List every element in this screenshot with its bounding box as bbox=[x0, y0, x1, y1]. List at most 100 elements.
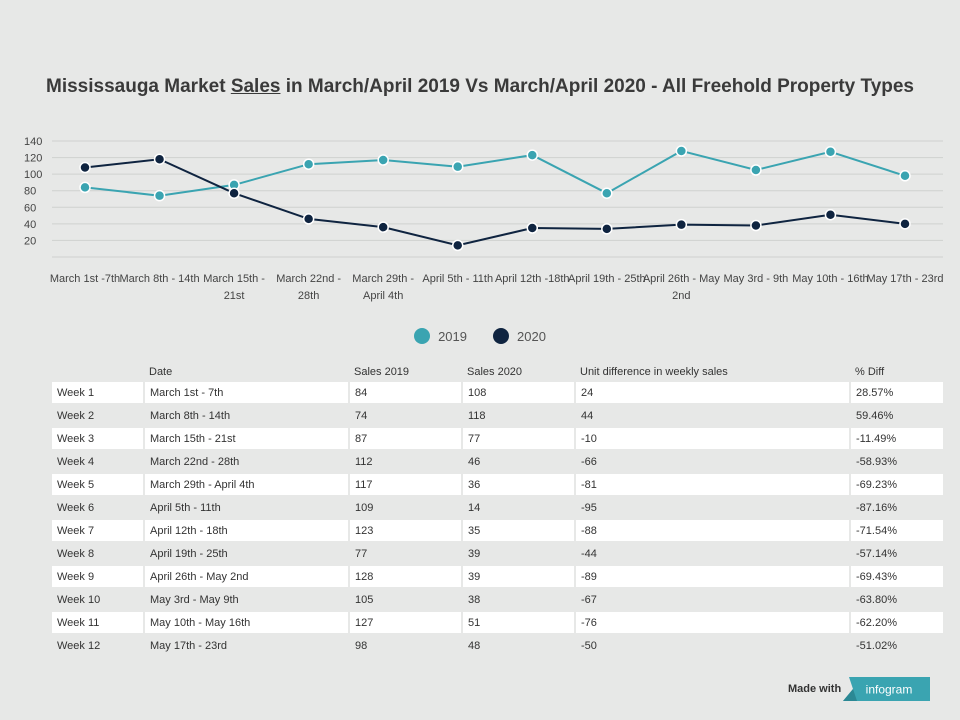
table-cell: -95 bbox=[575, 496, 851, 519]
data-point-2019[interactable] bbox=[526, 149, 539, 161]
x-tick-label: May 3rd - 9th bbox=[724, 273, 789, 285]
table-header-row: Date Sales 2019 Sales 2020 Unit difference … bbox=[52, 361, 943, 382]
table-row: Week 2 March 8th - 14th 74 118 44 59.46% bbox=[52, 404, 943, 427]
column-header: Date bbox=[149, 365, 173, 378]
data-point-2019[interactable] bbox=[601, 187, 613, 199]
table-cell: 14 bbox=[462, 496, 576, 519]
table-cell: -71.54% bbox=[850, 519, 943, 542]
data-point-2020[interactable] bbox=[451, 239, 464, 252]
title-text-start: Mississauga Market bbox=[46, 76, 231, 97]
infogram-logo-text: infogram bbox=[866, 683, 913, 697]
table-cell: 128 bbox=[349, 565, 463, 588]
table-cell: Week 3 bbox=[52, 427, 145, 450]
table-cell: 39 bbox=[462, 542, 576, 565]
data-point-2019[interactable] bbox=[79, 181, 91, 194]
table-cell: -44 bbox=[575, 542, 851, 565]
table-cell: 77 bbox=[349, 542, 463, 565]
legend-item-2020[interactable]: 2020 bbox=[493, 328, 546, 344]
data-point-2019[interactable] bbox=[451, 160, 464, 173]
data-point-2019[interactable] bbox=[153, 189, 166, 202]
legend-swatch-2019 bbox=[414, 328, 431, 344]
table-row: Week 10 May 3rd - May 9th 105 38 -67 -63.80% bbox=[52, 588, 943, 611]
y-tick-label: 20 bbox=[24, 235, 36, 247]
table-body: Week 1 March 1st - 7th 84 108 24 28.57% Week 2… bbox=[52, 382, 943, 657]
table-cell: Week 5 bbox=[52, 473, 145, 496]
table-cell: April 19th - 25th bbox=[144, 542, 350, 565]
table-cell: March 8th - 14th bbox=[144, 404, 350, 427]
column-header bbox=[52, 361, 144, 382]
table-cell: -51.02% bbox=[850, 634, 943, 657]
x-tick-label: March 8th - 14th bbox=[119, 273, 199, 285]
data-point-2020[interactable] bbox=[377, 221, 389, 233]
data-point-2020[interactable] bbox=[526, 222, 539, 234]
line-chart: 20 40 60 80 100 120 140 March 1st -7th March 8th… bbox=[24, 136, 944, 302]
data-point-2020[interactable] bbox=[153, 153, 166, 165]
x-tick-label: May 17th - 23rd bbox=[866, 273, 943, 285]
data-point-2020[interactable] bbox=[824, 208, 837, 221]
x-tick-label: May 10th - 16th bbox=[792, 273, 868, 285]
y-tick-label: 100 bbox=[24, 169, 42, 181]
table-cell: -57.14% bbox=[850, 542, 943, 565]
data-point-2020[interactable] bbox=[79, 161, 91, 174]
data-point-2019[interactable] bbox=[302, 158, 315, 170]
table-cell: May 3rd - May 9th bbox=[144, 588, 350, 611]
table-cell: 39 bbox=[462, 565, 576, 588]
data-point-2020[interactable] bbox=[750, 219, 762, 232]
table-cell: 36 bbox=[462, 473, 576, 496]
table-cell: 44 bbox=[575, 404, 851, 427]
x-tick-label: March 29th -April 4th bbox=[352, 273, 414, 302]
table-cell: Week 11 bbox=[52, 611, 145, 634]
table-cell: -11.49% bbox=[850, 427, 943, 450]
table-cell: Week 9 bbox=[52, 565, 145, 588]
data-point-2020[interactable] bbox=[228, 187, 240, 199]
table-cell: 118 bbox=[462, 404, 576, 427]
table-row: Week 5 March 29th - April 4th 117 36 -81 -69.… bbox=[52, 473, 943, 496]
column-header: Sales 2020 bbox=[467, 365, 523, 378]
table-cell: 51 bbox=[462, 611, 576, 634]
table-cell: -89 bbox=[575, 565, 851, 588]
table-cell: Week 7 bbox=[52, 519, 145, 542]
table-cell: Week 4 bbox=[52, 450, 145, 473]
chart-legend: 2019 2020 bbox=[0, 328, 960, 344]
infogram-logo[interactable]: infogram bbox=[843, 677, 930, 701]
column-header: Unit difference in weekly sales bbox=[580, 365, 728, 378]
table-cell: Week 2 bbox=[52, 404, 145, 427]
table-cell: 46 bbox=[462, 450, 576, 473]
table-cell: 117 bbox=[349, 473, 463, 496]
legend-label-2019: 2019 bbox=[438, 328, 467, 344]
table-cell: Week 8 bbox=[52, 542, 145, 565]
data-point-2019[interactable] bbox=[750, 164, 762, 176]
data-point-2020[interactable] bbox=[675, 218, 688, 231]
data-point-2019[interactable] bbox=[824, 146, 837, 158]
table-row: Week 8 April 19th - 25th 77 39 -44 -57.14% bbox=[52, 542, 943, 565]
table-cell: Week 10 bbox=[52, 588, 145, 611]
data-point-2019[interactable] bbox=[675, 145, 688, 157]
data-point-2020[interactable] bbox=[601, 223, 613, 235]
column-header: % Diff bbox=[855, 365, 885, 378]
table-row: Week 1 March 1st - 7th 84 108 24 28.57% bbox=[52, 382, 943, 404]
y-tick-label: 120 bbox=[24, 153, 42, 165]
table-cell: -63.80% bbox=[850, 588, 943, 611]
data-point-2019[interactable] bbox=[377, 154, 389, 166]
data-point-2020[interactable] bbox=[302, 213, 315, 225]
table-row: Week 11 May 10th - May 16th 127 51 -76 -62.20… bbox=[52, 611, 943, 634]
table-cell: 109 bbox=[349, 496, 463, 519]
table-cell: -50 bbox=[575, 634, 851, 657]
x-tick-label: March 22nd -28th bbox=[276, 273, 341, 302]
sales-table: Date Sales 2019 Sales 2020 Unit difference … bbox=[52, 361, 943, 658]
table-cell: -67 bbox=[575, 588, 851, 611]
data-point-2020[interactable] bbox=[899, 218, 911, 230]
legend-label-2020: 2020 bbox=[517, 328, 546, 344]
table-cell: -76 bbox=[575, 611, 851, 634]
table-cell: 84 bbox=[349, 382, 463, 404]
table-cell: April 26th - May 2nd bbox=[144, 565, 350, 588]
table-cell: March 15th - 21st bbox=[144, 427, 350, 450]
table-cell: 87 bbox=[349, 427, 463, 450]
table-cell: March 22nd - 28th bbox=[144, 450, 350, 473]
legend-item-2019[interactable]: 2019 bbox=[414, 328, 467, 344]
data-point-2019[interactable] bbox=[899, 170, 911, 182]
table-cell: 74 bbox=[349, 404, 463, 427]
y-tick-label: 140 bbox=[24, 136, 42, 148]
x-tick-label: April 5th - 11th bbox=[422, 273, 493, 285]
table-cell: 77 bbox=[462, 427, 576, 450]
